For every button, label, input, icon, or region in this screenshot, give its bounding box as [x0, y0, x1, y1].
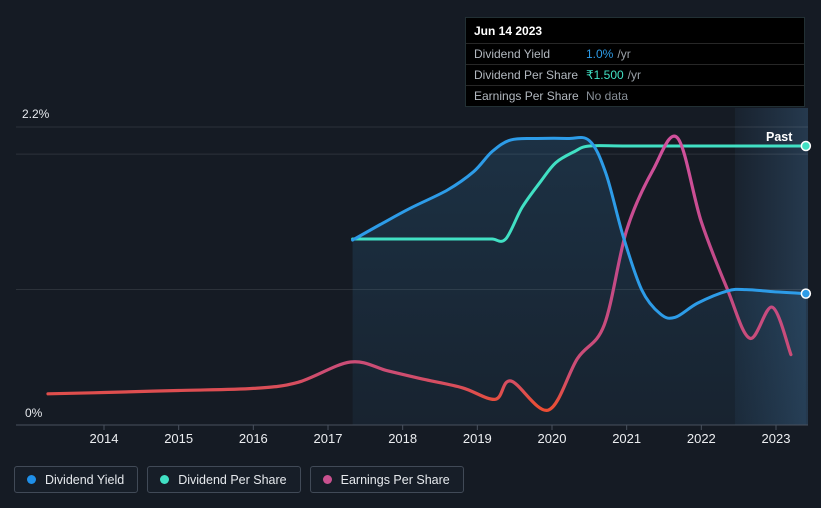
legend-item-dividend-per-share[interactable]: Dividend Per Share: [147, 466, 301, 493]
legend-label: Dividend Per Share: [178, 472, 287, 487]
chart-plot-area[interactable]: [16, 108, 808, 425]
x-axis-label-2022: 2022: [686, 431, 716, 446]
tooltip-date: Jun 14 2023: [474, 24, 543, 38]
tooltip-value: 1.0%: [586, 47, 614, 61]
legend-label: Earnings Per Share: [340, 472, 450, 487]
x-axis-label-2021: 2021: [612, 431, 642, 446]
tooltip-label: Dividend Yield: [474, 47, 551, 61]
dividend-yield-endpoint-dot: [800, 288, 812, 299]
hover-tooltip: Jun 14 2023 Dividend Yield 1.0% /yr Divi…: [465, 17, 805, 107]
past-label: Past: [766, 130, 793, 144]
tooltip-row-earnings-per-share: Earnings Per Share No data: [466, 85, 804, 106]
legend-item-earnings-per-share[interactable]: Earnings Per Share: [309, 466, 464, 493]
tooltip-value: ₹1.500: [586, 68, 624, 82]
tooltip-row-dividend-per-share: Dividend Per Share ₹1.500 /yr: [466, 64, 804, 85]
tooltip-label: Earnings Per Share: [474, 89, 579, 103]
x-axis-label-2017: 2017: [313, 431, 343, 446]
y-axis-label-top: 2.2%: [22, 107, 50, 121]
earnings-per-share-dot-icon: [322, 475, 332, 484]
x-axis-label-2016: 2016: [238, 431, 268, 446]
tooltip-unit: /yr: [627, 68, 642, 82]
x-axis-label-2023: 2023: [761, 431, 791, 446]
legend: Dividend Yield Dividend Per Share Earnin…: [14, 466, 464, 493]
legend-item-dividend-yield[interactable]: Dividend Yield: [14, 466, 139, 493]
legend-label: Dividend Yield: [45, 472, 125, 487]
dividend-per-share-line: [351, 144, 808, 243]
tooltip-label: Dividend Per Share: [474, 68, 579, 82]
dividend-yield-line: [351, 135, 808, 320]
dividend-yield-dot-icon: [27, 475, 36, 484]
x-axis-label-2014: 2014: [89, 431, 119, 446]
dividend-yield-area: [352, 137, 806, 425]
tooltip-unit: /yr: [617, 47, 631, 61]
y-axis-label-bottom: 0%: [25, 406, 43, 420]
tooltip-row-dividend-yield: Dividend Yield 1.0% /yr: [466, 43, 804, 64]
tooltip-value: No data: [586, 89, 629, 103]
dividend-per-share-dot-icon: [160, 475, 170, 484]
x-axis-label-2020: 2020: [537, 431, 567, 446]
earnings-per-share-line: [46, 134, 793, 412]
dividend-per-share-endpoint-dot: [800, 140, 812, 152]
x-axis-label-2019: 2019: [462, 431, 492, 446]
x-axis-label-2015: 2015: [164, 431, 194, 446]
x-axis-label-2018: 2018: [388, 431, 418, 446]
